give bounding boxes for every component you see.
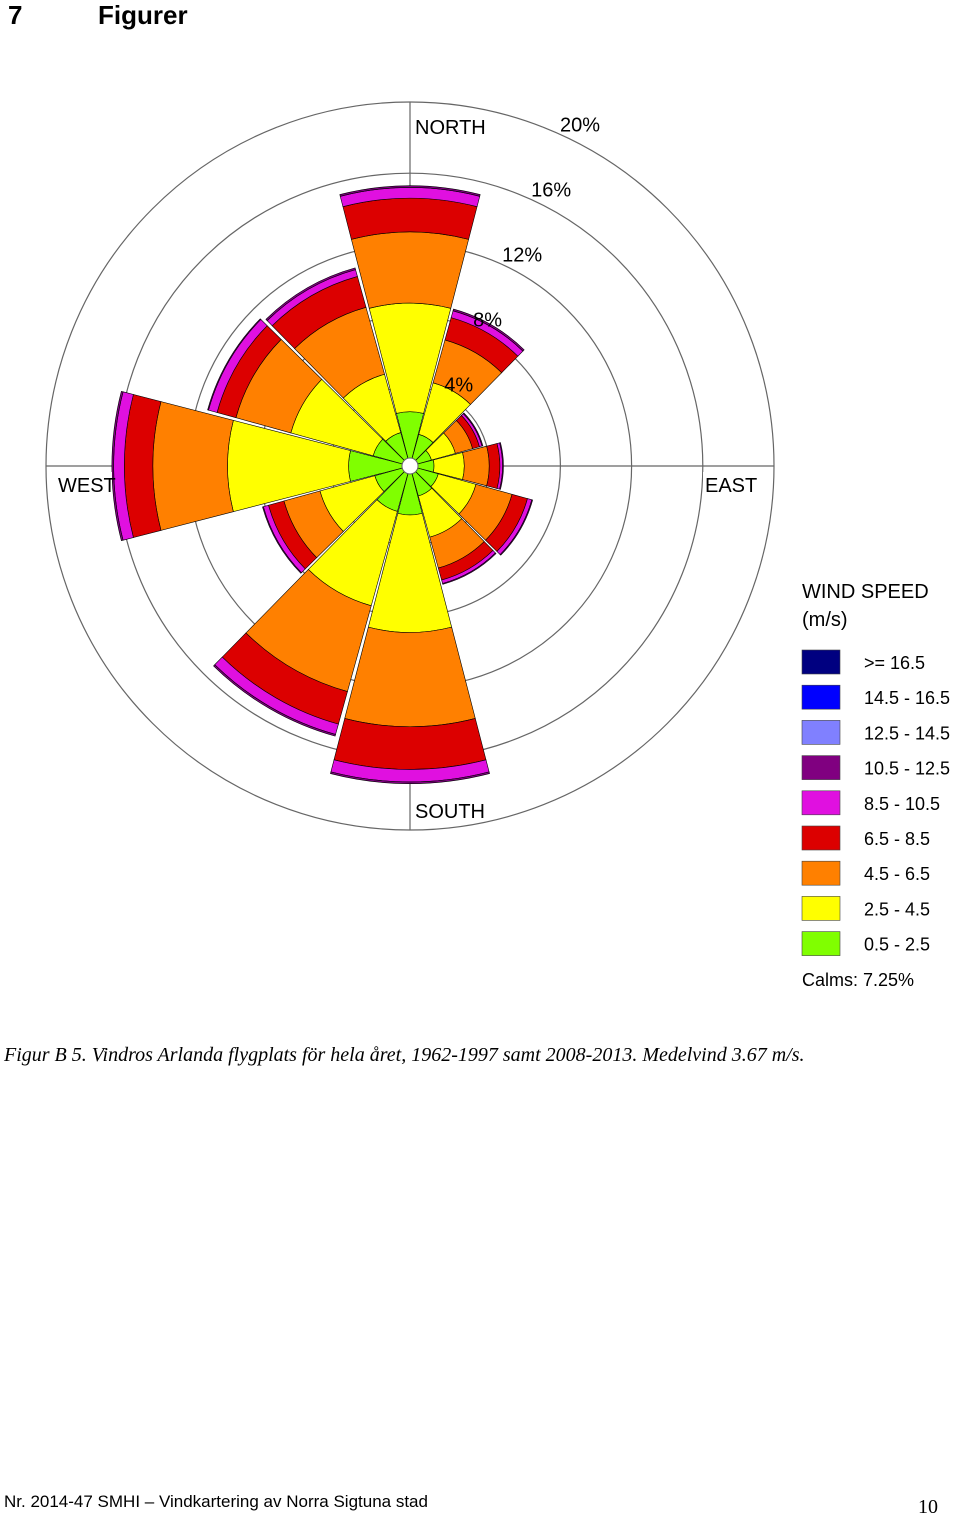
section-heading: 7 Figurer xyxy=(8,0,188,31)
legend-label-9: 0.5 - 2.5 xyxy=(864,935,930,955)
sector-90-segment-6 xyxy=(499,442,504,490)
ring-labels: 4% 8% 12% 16% 20% xyxy=(444,114,600,396)
direction-label-west: WEST xyxy=(58,475,116,497)
ring-label-3: 12% xyxy=(502,245,542,267)
center-hub xyxy=(401,457,419,475)
legend-swatch-6 xyxy=(801,825,841,851)
legend-swatch-7 xyxy=(801,860,841,886)
direction-labels: NORTH EAST SOUTH WEST xyxy=(56,114,759,823)
sector-0-segment-3 xyxy=(351,231,469,309)
legend-swatch-9 xyxy=(801,931,841,956)
direction-label-east: EAST xyxy=(705,475,757,497)
legend-title: WIND SPEED xyxy=(802,581,929,603)
legend-swatch-8 xyxy=(801,896,841,921)
direction-label-north: NORTH xyxy=(415,117,486,139)
legend-subtitle: (m/s) xyxy=(802,609,848,631)
legend-label-6: 6.5 - 8.5 xyxy=(864,829,930,849)
legend-swatch-2 xyxy=(801,684,841,710)
sector-30-segment-6 xyxy=(452,308,525,352)
calms-label: Calms: 7.25% xyxy=(802,970,914,990)
sector-270-segment-6 xyxy=(111,390,124,542)
section-title: Figurer xyxy=(98,0,188,30)
sector-0-segment-6 xyxy=(339,185,481,197)
legend-label-7: 4.5 - 6.5 xyxy=(864,864,930,884)
sector-270-segment-3 xyxy=(152,401,234,531)
sector-240-segment-6 xyxy=(262,506,302,574)
footer-report-info: Nr. 2014-47 SMHI – Vindkartering av Norr… xyxy=(4,1492,428,1511)
legend-label-8: 2.5 - 4.5 xyxy=(864,899,930,919)
sector-300-segment-6 xyxy=(207,318,262,411)
sector-180-segment-6 xyxy=(330,771,490,784)
direction-label-bg-north xyxy=(413,114,482,138)
legend-label-3: 12.5 - 14.5 xyxy=(864,723,950,743)
sector-210-segment-6 xyxy=(213,664,336,737)
ring-label-1: 4% xyxy=(444,375,473,397)
legend-swatch-1 xyxy=(801,649,841,675)
sector-180-segment-3 xyxy=(344,626,476,728)
figure-caption: Figur B 5. Vindros Arlanda flygplats för… xyxy=(4,1044,805,1066)
ring-label-2: 8% xyxy=(473,310,502,332)
legend: WIND SPEED (m/s) >= 16.5 14.5 - 16.5 12.5 - … xyxy=(801,581,950,990)
sector-150-segment-6 xyxy=(442,552,497,585)
legend-label-5: 8.5 - 10.5 xyxy=(864,794,940,814)
wind-rose-chart: 4% 8% 12% 16% 20% NORTH EAST SOUTH WEST WIND SP… xyxy=(45,101,950,990)
direction-label-bg-east xyxy=(703,472,759,496)
legend-swatch-3 xyxy=(801,720,841,745)
direction-label-south: SOUTH xyxy=(415,801,485,823)
ring-label-4: 16% xyxy=(531,180,571,202)
sector-60-segment-6 xyxy=(462,412,484,447)
legend-swatch-5 xyxy=(801,790,841,816)
direction-label-bg-west xyxy=(56,472,112,496)
ring-label-5: 20% xyxy=(560,114,600,136)
page-number: 10 xyxy=(918,1496,938,1518)
section-number: 7 xyxy=(8,0,23,30)
legend-label-1: >= 16.5 xyxy=(864,653,925,673)
sector-90-segment-3 xyxy=(462,445,490,487)
legend-label-2: 14.5 - 16.5 xyxy=(864,688,950,708)
legend-label-4: 10.5 - 12.5 xyxy=(864,759,950,779)
legend-swatch-4 xyxy=(801,755,841,780)
direction-label-bg-south xyxy=(413,798,482,822)
sector-120-segment-6 xyxy=(499,499,534,556)
wind-rose-sectors xyxy=(111,185,534,784)
sector-330-segment-6 xyxy=(265,267,356,322)
